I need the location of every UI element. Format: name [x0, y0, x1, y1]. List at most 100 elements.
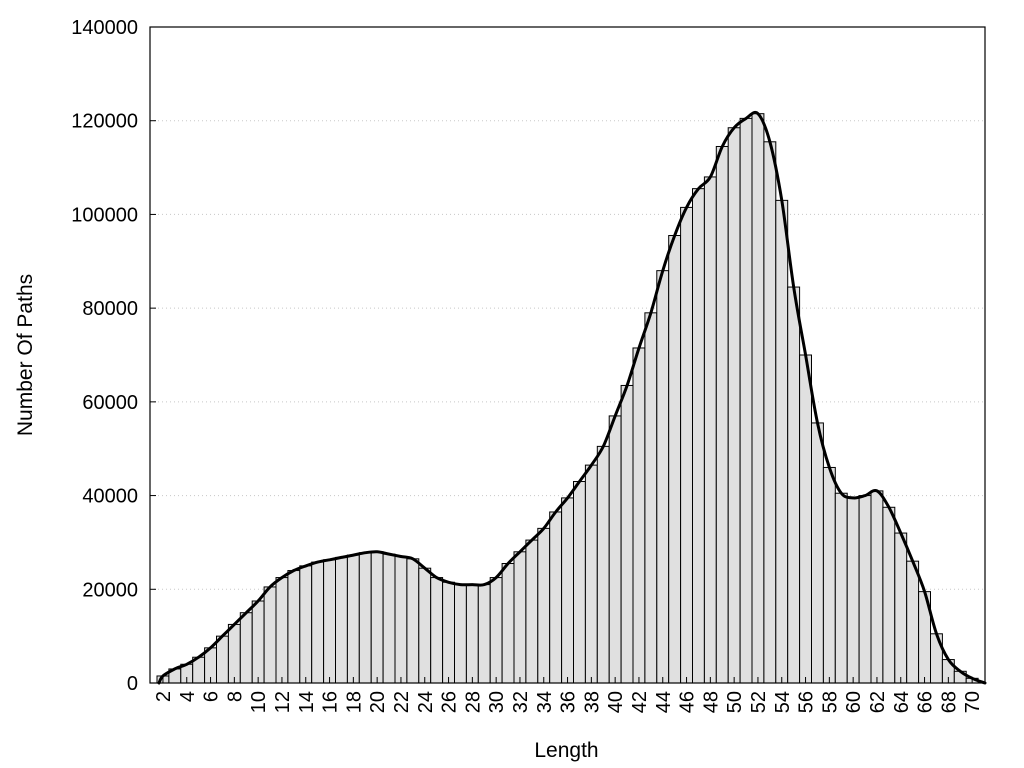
y-tick-label: 100000: [71, 204, 138, 226]
x-tick-label: 44: [653, 691, 675, 713]
bar: [311, 561, 325, 684]
bar: [394, 555, 408, 684]
y-tick-label: 40000: [82, 486, 138, 508]
bar: [323, 559, 337, 684]
bar: [573, 481, 586, 684]
bar: [549, 511, 563, 684]
y-axis-ticks: 0 20000 40000 60000 80000 100000 120000 140000: [71, 17, 156, 695]
bar: [561, 497, 574, 684]
bar: [608, 415, 622, 684]
bar: [501, 563, 515, 684]
x-tick-label: 40: [605, 691, 627, 713]
x-tick-label: 68: [938, 691, 960, 713]
bar: [644, 312, 658, 684]
x-tick-label: 58: [819, 691, 841, 713]
bar: [287, 570, 301, 684]
x-tick-label: 30: [486, 691, 508, 713]
bar: [811, 422, 824, 684]
x-tick-label: 24: [415, 691, 437, 713]
x-tick-label: 8: [224, 691, 246, 702]
bar: [846, 497, 860, 684]
x-tick-label: 46: [677, 691, 699, 713]
x-tick-label: 34: [534, 691, 556, 713]
bar: [216, 635, 229, 684]
bar: [275, 577, 289, 684]
y-tick-label: 80000: [82, 298, 138, 320]
bar: [263, 586, 277, 684]
bar: [406, 558, 420, 684]
x-tick-label: 42: [629, 691, 651, 713]
bar: [834, 492, 848, 684]
x-tick-label: 28: [462, 691, 484, 713]
y-tick-label: 0: [127, 673, 138, 695]
bar: [632, 347, 646, 684]
bar: [715, 145, 729, 684]
y-tick-label: 140000: [71, 17, 138, 39]
bar: [739, 117, 753, 684]
bar: [370, 551, 384, 684]
bar: [299, 565, 313, 684]
bar: [465, 584, 479, 684]
x-tick-label: 6: [201, 691, 223, 702]
bar: [584, 464, 598, 684]
bar: [335, 556, 348, 684]
x-tick-label: 62: [867, 691, 889, 713]
bar: [346, 554, 360, 684]
bar: [668, 235, 682, 684]
x-tick-label: 48: [700, 691, 722, 713]
bar: [894, 532, 908, 684]
bar: [763, 141, 777, 684]
x-tick-label: 64: [891, 691, 913, 713]
bar: [906, 560, 920, 684]
bar: [822, 466, 836, 684]
bar: [418, 567, 432, 684]
bar: [799, 354, 812, 684]
bar: [858, 495, 872, 684]
x-tick-label: 56: [796, 691, 818, 713]
x-tick-label: 60: [843, 691, 865, 713]
bar: [251, 600, 265, 684]
trend-line: [157, 110, 987, 685]
x-tick-label: 22: [391, 691, 413, 713]
x-tick-label: 20: [367, 691, 389, 713]
bar: [227, 623, 241, 684]
bars: [156, 113, 979, 684]
bar: [656, 270, 670, 684]
x-tick-label: 32: [510, 691, 532, 713]
x-tick-label: 50: [724, 691, 746, 713]
bar: [787, 286, 801, 684]
x-tick-label: 38: [581, 691, 603, 713]
bar: [751, 113, 765, 684]
x-tick-label: 12: [272, 691, 294, 713]
bar: [537, 527, 551, 684]
x-tick-label: 2: [153, 691, 175, 702]
bar: [703, 176, 717, 684]
x-tick-label: 14: [296, 691, 318, 713]
bar: [680, 206, 693, 684]
x-tick-label: 66: [915, 691, 937, 713]
bar: [430, 577, 444, 684]
bar: [442, 581, 456, 684]
bar: [727, 127, 741, 684]
y-tick-label: 20000: [82, 579, 138, 601]
x-tick-label: 16: [320, 691, 342, 713]
x-tick-label: 52: [748, 691, 770, 713]
y-tick-label: 60000: [82, 392, 138, 414]
bar: [489, 577, 503, 684]
bar: [358, 552, 372, 684]
bar: [692, 188, 705, 684]
x-tick-label: 4: [177, 691, 199, 702]
bar: [870, 490, 884, 684]
x-axis-ticks: 2 4 6 8 10 12 14 16 18 20 22 24 26 28 30 32 34 36 38 40 42 44…: [153, 677, 984, 713]
x-tick-label: 54: [772, 691, 794, 713]
y-axis-label: Number Of Paths: [14, 274, 37, 436]
bar: [596, 445, 610, 684]
bar: [239, 612, 253, 684]
bar: [382, 553, 396, 684]
x-tick-label: 18: [343, 691, 365, 713]
bar: [620, 384, 634, 684]
bar: [882, 506, 896, 684]
x-tick-label: 26: [439, 691, 461, 713]
